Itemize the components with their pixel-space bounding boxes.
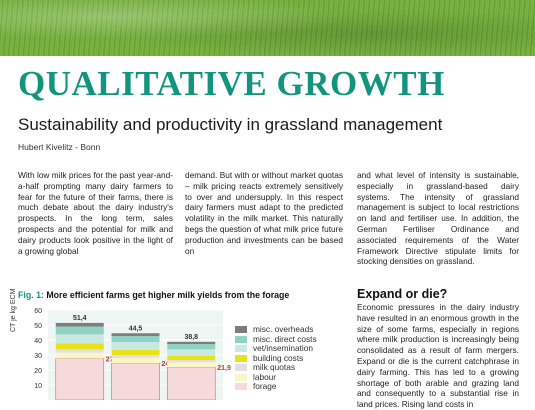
bar-segment-misc-overheads bbox=[167, 341, 216, 345]
bar-segment-misc-direct-costs bbox=[167, 344, 216, 350]
body-column-1: With low milk prices for the past year-a… bbox=[18, 170, 173, 256]
legend-label: milk quotas bbox=[253, 362, 295, 372]
legend-item: misc. overheads bbox=[235, 324, 317, 335]
legend-swatch bbox=[235, 364, 247, 372]
legend-label: forage bbox=[253, 381, 277, 391]
bar-segment-labour bbox=[111, 357, 160, 364]
figure-caption: Fig. 1: More efficient farms get higher … bbox=[18, 290, 289, 300]
y-tick-label: 20 bbox=[34, 368, 42, 375]
bar-segment-vet-insemination bbox=[111, 342, 160, 350]
section-heading: Expand or die? bbox=[357, 287, 448, 301]
legend-label: building costs bbox=[253, 352, 304, 363]
legend-item: forage bbox=[235, 381, 317, 392]
y-tick-label: 40 bbox=[34, 338, 42, 345]
bar-total-label: 51,4 bbox=[73, 315, 87, 322]
bar-segment-labour bbox=[167, 362, 216, 368]
bar-segment-forage bbox=[166, 366, 216, 400]
bar-segment-vet-insemination bbox=[167, 349, 216, 356]
y-tick-label: 30 bbox=[34, 353, 42, 360]
legend-swatch bbox=[235, 345, 247, 353]
bar-segment-milk-quotas bbox=[111, 355, 160, 358]
legend-item: misc. direct costs bbox=[235, 333, 317, 345]
bar-segment-vet-insemination bbox=[55, 334, 104, 344]
bar-segment-misc-overheads bbox=[55, 322, 104, 327]
bar-segment-labour bbox=[55, 352, 104, 359]
bar-segment-misc-direct-costs bbox=[111, 336, 160, 343]
bar-total-label: 38,8 bbox=[184, 334, 198, 341]
legend-swatch bbox=[235, 373, 247, 381]
y-tick-label: 60 bbox=[34, 308, 42, 315]
figure-label: Fig. 1: bbox=[18, 290, 44, 300]
legend-label: vet/insemination bbox=[253, 343, 313, 353]
body-column-3: and what level of intensity is sustainab… bbox=[357, 170, 519, 267]
y-tick-label: 50 bbox=[34, 323, 42, 330]
legend-item: vet/insemination bbox=[235, 343, 317, 354]
bar-segment-forage bbox=[55, 358, 105, 400]
legend-label: misc. direct costs bbox=[253, 333, 317, 344]
y-tick-label: 10 bbox=[34, 383, 42, 390]
legend-label: misc. overheads bbox=[253, 324, 314, 334]
legend-swatch bbox=[235, 383, 247, 391]
figure-caption-text: More efficient farms get higher milk yie… bbox=[46, 290, 290, 300]
legend-swatch bbox=[235, 326, 247, 334]
bar-segment-forage bbox=[111, 362, 160, 400]
bar-segment-building-costs bbox=[111, 349, 160, 355]
legend-item: labour bbox=[235, 371, 317, 383]
body-column-2: demand. But with or without market quota… bbox=[185, 170, 343, 256]
legend-item: building costs bbox=[235, 352, 317, 364]
legend-swatch bbox=[235, 354, 247, 362]
bar-segment-building-costs bbox=[167, 355, 216, 361]
bar-segment-building-costs bbox=[55, 343, 104, 350]
bar-segment-misc-overheads bbox=[111, 333, 160, 337]
chart-legend: misc. overheads misc. direct costs vet/ins… bbox=[235, 324, 317, 392]
bar-segment-milk-quotas bbox=[55, 349, 104, 353]
article-subtitle: Sustainability and productivity in grass… bbox=[18, 115, 443, 134]
bar-segment-misc-direct-costs bbox=[55, 326, 104, 335]
y-axis-label: CT je kg ECM bbox=[10, 288, 17, 332]
bar-segment-milk-quotas bbox=[167, 360, 216, 363]
article-title: QUALITATIVE GROWTH bbox=[18, 64, 445, 103]
grass-banner-image bbox=[0, 0, 535, 56]
body-column-3-continued: Economic pressures in the dairy industry… bbox=[357, 302, 519, 410]
legend-item: milk quotas bbox=[235, 362, 317, 373]
bar-total-label: 44,5 bbox=[129, 325, 143, 332]
legend-label: labour bbox=[253, 371, 277, 382]
author-line: Hubert Kivelitz - Bonn bbox=[18, 142, 101, 152]
legend-swatch bbox=[235, 335, 247, 343]
forage-value-label: 21,9 bbox=[217, 365, 231, 372]
